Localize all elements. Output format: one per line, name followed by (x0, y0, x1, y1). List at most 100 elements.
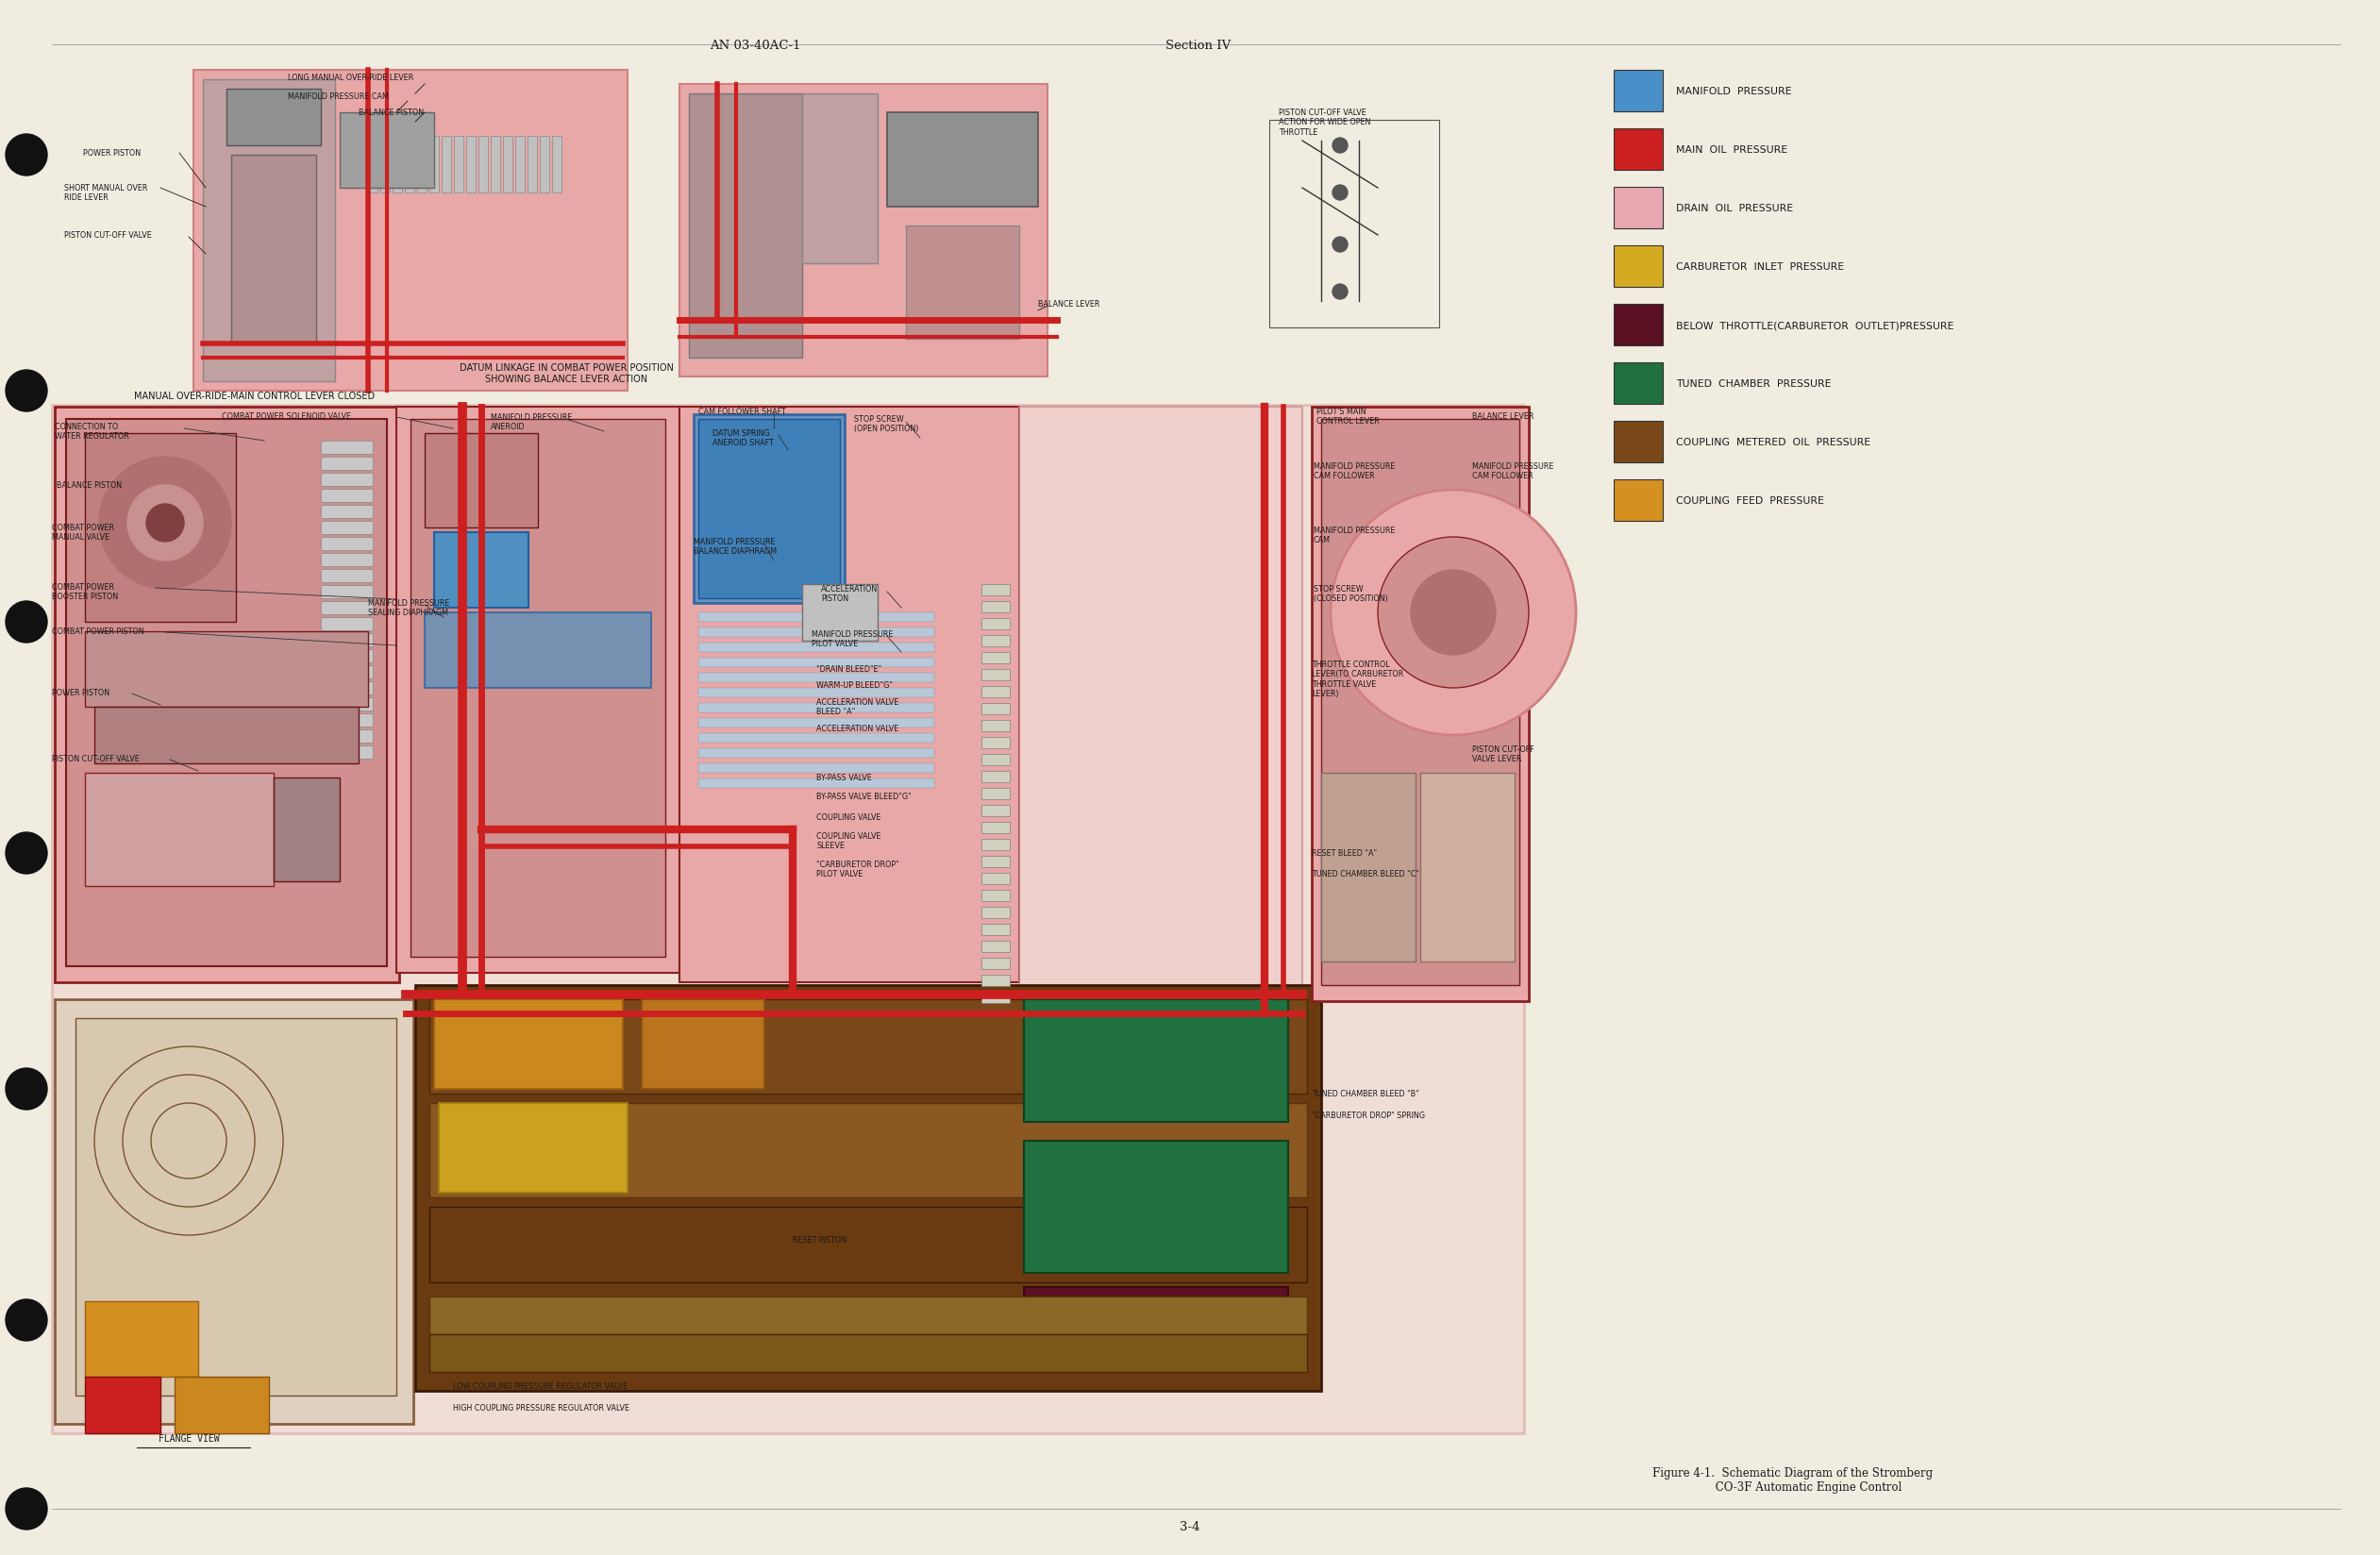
Text: RESET BLEED "A": RESET BLEED "A" (1311, 849, 1378, 857)
Text: BY-PASS VALVE BLEED"G": BY-PASS VALVE BLEED"G" (816, 791, 912, 801)
Bar (321, 538, 374, 550)
Text: Figure 4-1.  Schematic Diagram of the Stromberg
         CO-3F Automatic Engine : Figure 4-1. Schematic Diagram of the Str… (1652, 1466, 1933, 1493)
Bar (528, 137, 538, 193)
Bar (697, 689, 935, 698)
Bar (428, 1000, 1307, 1093)
Bar (409, 420, 666, 958)
Text: MANIFOLD PRESSURE
PILOT VALVE: MANIFOLD PRESSURE PILOT VALVE (812, 630, 892, 648)
Bar (405, 137, 414, 193)
Text: HIGH COUPLING PRESSURE REGULATOR VALVE: HIGH COUPLING PRESSURE REGULATOR VALVE (452, 1403, 628, 1412)
Text: ACCELERATION VALVE: ACCELERATION VALVE (816, 725, 900, 732)
Bar (1269, 121, 1440, 328)
Bar (697, 764, 935, 773)
Bar (321, 714, 374, 728)
Bar (678, 407, 1019, 983)
Bar (321, 586, 374, 599)
Bar (697, 779, 935, 788)
Circle shape (145, 504, 183, 543)
Bar (478, 137, 488, 193)
Bar (981, 857, 1009, 868)
Bar (321, 505, 374, 519)
Text: AN 03-40AC-1: AN 03-40AC-1 (709, 39, 800, 51)
Bar (981, 874, 1009, 885)
Bar (981, 840, 1009, 851)
Text: TUNED CHAMBER BLEED "B": TUNED CHAMBER BLEED "B" (1311, 1088, 1418, 1098)
Circle shape (1333, 238, 1347, 253)
Text: COUPLING  METERED  OIL  PRESSURE: COUPLING METERED OIL PRESSURE (1676, 437, 1871, 446)
Bar (321, 554, 374, 566)
Bar (981, 686, 1009, 698)
Text: MANIFOLD PRESSURE
SEALING DIAPHRAGM: MANIFOLD PRESSURE SEALING DIAPHRAGM (369, 599, 450, 617)
Bar (697, 613, 935, 622)
Text: PISTON CUT-OFF VALVE
ACTION FOR WIDE OPEN
THROTTLE: PISTON CUT-OFF VALVE ACTION FOR WIDE OPE… (1278, 109, 1371, 137)
Bar (321, 634, 374, 647)
Bar (1614, 188, 1664, 229)
Bar (981, 619, 1009, 630)
Bar (678, 86, 1047, 378)
Bar (226, 90, 321, 146)
Bar (321, 473, 374, 487)
Bar (981, 788, 1009, 799)
Bar (1311, 407, 1528, 1001)
Bar (502, 137, 512, 193)
Text: MANIFOLD PRESSURE
CAM FOLLOWER: MANIFOLD PRESSURE CAM FOLLOWER (1473, 462, 1554, 480)
Text: PILOT'S MAIN
CONTROL LEVER: PILOT'S MAIN CONTROL LEVER (1316, 407, 1380, 426)
Text: BALANCE PISTON: BALANCE PISTON (359, 109, 424, 117)
Bar (321, 569, 374, 583)
Bar (697, 658, 935, 667)
Bar (1023, 1141, 1288, 1274)
Bar (981, 703, 1009, 715)
Text: BELOW  THROTTLE(CARBURETOR  OUTLET)PRESSURE: BELOW THROTTLE(CARBURETOR OUTLET)PRESSUR… (1676, 320, 1954, 330)
Bar (981, 823, 1009, 833)
Bar (1614, 421, 1664, 463)
Text: COUPLING  FEED  PRESSURE: COUPLING FEED PRESSURE (1676, 496, 1823, 505)
Bar (428, 1297, 1307, 1334)
Circle shape (1330, 490, 1576, 736)
Bar (424, 434, 538, 529)
Bar (55, 1000, 414, 1424)
Bar (321, 666, 374, 680)
Text: MANIFOLD PRESSURE CAM: MANIFOLD PRESSURE CAM (288, 92, 388, 101)
Circle shape (1333, 285, 1347, 300)
Bar (86, 773, 274, 886)
Bar (424, 613, 652, 689)
Text: MANIFOLD PRESSURE
CAM FOLLOWER: MANIFOLD PRESSURE CAM FOLLOWER (1314, 462, 1395, 480)
Text: DATUM LINKAGE IN COMBAT POWER POSITION
SHOWING BALANCE LEVER ACTION: DATUM LINKAGE IN COMBAT POWER POSITION S… (459, 362, 674, 384)
Bar (907, 227, 1019, 339)
Bar (981, 670, 1009, 681)
Bar (1614, 70, 1664, 112)
Circle shape (1333, 185, 1347, 201)
Text: STOP SCREW
(OPEN POSITION): STOP SCREW (OPEN POSITION) (854, 415, 919, 434)
Bar (981, 924, 1009, 936)
Bar (697, 734, 935, 743)
Text: STOP SCREW
(CLOSED POSITION): STOP SCREW (CLOSED POSITION) (1314, 585, 1388, 603)
Bar (1019, 407, 1302, 992)
Bar (514, 137, 524, 193)
Text: "CARBURETOR DROP"
PILOT VALVE: "CARBURETOR DROP" PILOT VALVE (816, 860, 900, 879)
Text: CONNECTION TO
WATER REGULATOR: CONNECTION TO WATER REGULATOR (55, 423, 129, 440)
Text: CARBURETOR  INLET  PRESSURE: CARBURETOR INLET PRESSURE (1676, 263, 1844, 272)
Bar (693, 415, 845, 603)
Bar (86, 434, 236, 622)
Bar (1023, 1000, 1288, 1123)
Bar (1614, 246, 1664, 288)
Bar (433, 1000, 624, 1088)
Bar (643, 1000, 764, 1088)
Bar (86, 631, 369, 708)
Bar (981, 958, 1009, 969)
Circle shape (129, 485, 202, 561)
Text: BALANCE LEVER: BALANCE LEVER (1038, 300, 1100, 308)
Bar (321, 617, 374, 631)
Bar (428, 1104, 1307, 1197)
Bar (981, 992, 1009, 1003)
Text: MAIN  OIL  PRESSURE: MAIN OIL PRESSURE (1676, 145, 1787, 154)
Bar (202, 81, 336, 383)
Bar (321, 457, 374, 471)
Bar (1614, 362, 1664, 404)
Bar (369, 137, 378, 193)
Text: 3-4: 3-4 (1180, 1521, 1200, 1532)
Bar (428, 1334, 1307, 1372)
Text: COMBAT POWER PISTON: COMBAT POWER PISTON (52, 627, 145, 636)
Bar (490, 137, 500, 193)
Bar (981, 907, 1009, 919)
